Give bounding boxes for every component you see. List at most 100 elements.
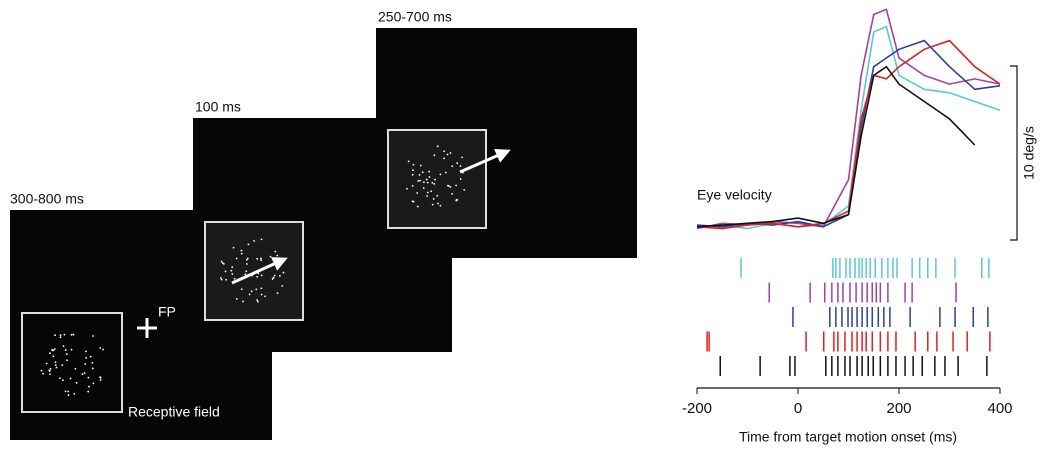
dot xyxy=(46,363,48,365)
dot xyxy=(233,247,235,249)
dot xyxy=(270,256,272,258)
dot xyxy=(51,349,53,351)
dot xyxy=(222,262,224,264)
dot xyxy=(251,275,253,277)
dot xyxy=(71,349,73,351)
dot xyxy=(276,255,278,257)
dot xyxy=(230,270,232,272)
dot xyxy=(412,185,414,187)
dot xyxy=(91,362,93,364)
panel-label: 250-700 ms xyxy=(378,9,452,25)
dot xyxy=(49,373,51,375)
dot xyxy=(66,359,68,361)
dot xyxy=(231,266,233,268)
dot xyxy=(256,299,258,301)
dot xyxy=(102,349,104,351)
dot xyxy=(253,240,255,242)
dot xyxy=(431,182,433,184)
dot xyxy=(256,276,258,278)
dot xyxy=(423,181,425,183)
dot xyxy=(63,345,65,347)
dot xyxy=(55,364,57,366)
panel-label: 300-800 ms xyxy=(10,191,84,207)
dot xyxy=(100,377,102,379)
dot xyxy=(221,279,223,281)
dot xyxy=(462,172,464,174)
figure: 300-800 ms 100 ms 250-700 ms FP Receptiv… xyxy=(0,0,1042,452)
x-tick-label: 200 xyxy=(886,400,911,417)
dot xyxy=(451,165,453,167)
dot xyxy=(68,394,70,396)
dot xyxy=(236,298,238,300)
dot xyxy=(76,382,78,384)
dot xyxy=(54,348,56,350)
dot xyxy=(430,190,432,192)
dot xyxy=(423,187,425,189)
dot xyxy=(87,391,89,393)
dot xyxy=(67,391,69,393)
x-tick-label: -200 xyxy=(682,400,712,417)
dot xyxy=(412,164,414,166)
x-axis-label: Time from target motion onset (ms) xyxy=(739,429,957,445)
dot xyxy=(278,266,280,268)
dot xyxy=(92,335,94,337)
dot xyxy=(412,169,414,171)
dot xyxy=(440,173,442,175)
dot xyxy=(92,368,94,370)
dot xyxy=(277,292,279,294)
dot xyxy=(417,206,419,208)
dot xyxy=(445,172,447,174)
dot xyxy=(54,334,56,336)
dot xyxy=(439,205,441,207)
dot xyxy=(460,178,462,180)
dot xyxy=(451,193,453,195)
dot xyxy=(447,154,449,156)
dot xyxy=(463,189,465,191)
dot xyxy=(274,275,276,277)
dot xyxy=(419,174,421,176)
rf-box xyxy=(388,130,486,228)
scale-bar xyxy=(1010,66,1017,240)
dot xyxy=(225,279,227,281)
dot xyxy=(41,370,43,372)
dot xyxy=(245,270,247,272)
x-tick-label: 400 xyxy=(987,400,1012,417)
dot xyxy=(260,259,262,261)
dot xyxy=(432,204,434,206)
dot xyxy=(234,278,236,280)
stimulus-schematic: 300-800 ms 100 ms 250-700 ms FP Receptiv… xyxy=(10,9,637,440)
dot xyxy=(231,273,233,275)
dot xyxy=(447,185,449,187)
dot xyxy=(249,293,251,295)
dot xyxy=(461,157,463,159)
dot xyxy=(70,378,72,380)
rf-box xyxy=(205,222,303,320)
dot xyxy=(49,370,51,372)
dot xyxy=(417,180,419,182)
dot xyxy=(433,183,435,185)
dot xyxy=(99,347,101,349)
dot xyxy=(260,258,262,260)
dot xyxy=(236,258,238,260)
dot xyxy=(73,393,75,395)
dot xyxy=(436,195,438,197)
panel-label: 100 ms xyxy=(195,99,241,115)
dot xyxy=(255,288,257,290)
dot xyxy=(49,352,51,354)
dot xyxy=(244,274,246,276)
x-tick-label: 0 xyxy=(794,400,802,417)
dot xyxy=(257,301,259,303)
dot xyxy=(247,244,249,246)
dot xyxy=(71,334,73,336)
dot xyxy=(84,372,86,374)
dot xyxy=(84,363,86,365)
dot xyxy=(256,258,258,260)
dot xyxy=(433,154,435,156)
dot xyxy=(55,361,57,363)
dot xyxy=(65,390,67,392)
dot xyxy=(73,334,75,336)
dot xyxy=(429,176,431,178)
dot xyxy=(460,165,462,167)
dot xyxy=(450,152,452,154)
dot xyxy=(449,186,451,188)
